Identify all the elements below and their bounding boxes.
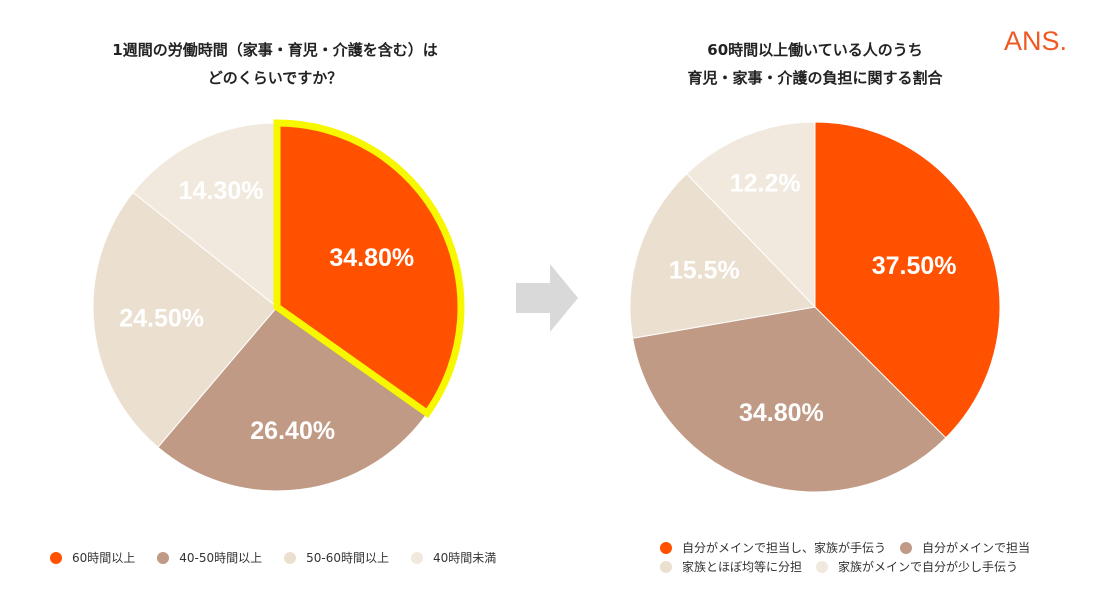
slice-value-label: 34.80% bbox=[329, 244, 414, 272]
legend-dot bbox=[900, 541, 913, 554]
slice-value-label: 12.2% bbox=[730, 169, 801, 197]
pie-slice bbox=[632, 306, 947, 493]
legend-label: 50-60時間以上 bbox=[306, 551, 390, 565]
legend-label: 家族がメインで自分が少し手伝う bbox=[838, 560, 1019, 574]
left-title-line-2: どのくらいですか？ bbox=[207, 69, 343, 87]
legend-label: 自分がメインで担当 bbox=[922, 541, 1031, 555]
legend-label: 40-50時間以上 bbox=[179, 551, 263, 565]
slice-value-label: 14.30% bbox=[179, 177, 264, 205]
legend-dot bbox=[816, 560, 829, 573]
legend-item: 60時間以上 bbox=[50, 549, 135, 566]
slice-value-label: 37.50% bbox=[872, 252, 957, 280]
legend-item: 家族とほぼ均等に分担 bbox=[660, 558, 802, 575]
legend-dot bbox=[660, 541, 672, 554]
legend-item: 家族がメインで自分が少し手伝う bbox=[816, 558, 1018, 575]
pie-slice bbox=[814, 121, 1001, 439]
left-title-line-1: 1週間の労働時間（家事・育児・介護を含む）は bbox=[112, 41, 438, 59]
right-legend-row-2: 家族とほぼ均等に分担 家族がメインで自分が少し手伝う bbox=[660, 557, 1044, 576]
pie-slice bbox=[132, 122, 278, 309]
right-title-line-1: 60時間以上働いている人のうち bbox=[707, 41, 923, 59]
legend-dot bbox=[660, 560, 672, 573]
slice-value-label: 26.40% bbox=[250, 417, 335, 445]
legend-item: 50-60時間以上 bbox=[284, 549, 389, 566]
left-chart-title: 1週間の労働時間（家事・育児・介護を含む）は どのくらいですか？ bbox=[40, 36, 510, 92]
slice-value-label: 24.50% bbox=[119, 304, 204, 332]
pie-slice bbox=[273, 119, 465, 419]
legend-dot bbox=[284, 551, 297, 564]
legend-item: 40時間未満 bbox=[411, 549, 496, 566]
right-legend: 自分がメインで担当し、家族が手伝う 自分がメインで担当 家族とほぼ均等に分担 家… bbox=[660, 538, 1044, 576]
pie-slice bbox=[629, 173, 817, 339]
slice-value-label: 34.80% bbox=[739, 399, 824, 427]
right-chart-title: 60時間以上働いている人のうち 育児・家事・介護の負担に関する割合 bbox=[580, 36, 1050, 92]
ans-logo: ANS. bbox=[1004, 26, 1068, 56]
legend-label: 家族とほぼ均等に分担 bbox=[682, 560, 803, 574]
right-title-line-2: 育児・家事・介護の負担に関する割合 bbox=[687, 69, 943, 87]
legend-label: 60時間以上 bbox=[72, 551, 136, 565]
legend-item: 自分がメインで担当し、家族が手伝う bbox=[660, 539, 886, 556]
legend-item: 40-50時間以上 bbox=[157, 549, 262, 566]
left-legend-row: 60時間以上 40-50時間以上 50-60時間以上 40時間未満 bbox=[50, 548, 518, 567]
legend-dot bbox=[411, 551, 424, 564]
legend-item: 自分がメインで担当 bbox=[900, 539, 1030, 556]
legend-dot bbox=[50, 551, 62, 564]
right-legend-row-1: 自分がメインで担当し、家族が手伝う 自分がメインで担当 bbox=[660, 538, 1044, 557]
legend-label: 40時間未満 bbox=[433, 551, 497, 565]
left-legend: 60時間以上 40-50時間以上 50-60時間以上 40時間未満 bbox=[50, 548, 518, 567]
pie-slice bbox=[157, 306, 428, 492]
pie-slice bbox=[92, 191, 278, 448]
legend-dot bbox=[157, 551, 170, 564]
legend-label: 自分がメインで担当し、家族が手伝う bbox=[682, 541, 887, 555]
slice-value-label: 15.5% bbox=[669, 257, 740, 285]
pie-slice bbox=[685, 121, 816, 309]
